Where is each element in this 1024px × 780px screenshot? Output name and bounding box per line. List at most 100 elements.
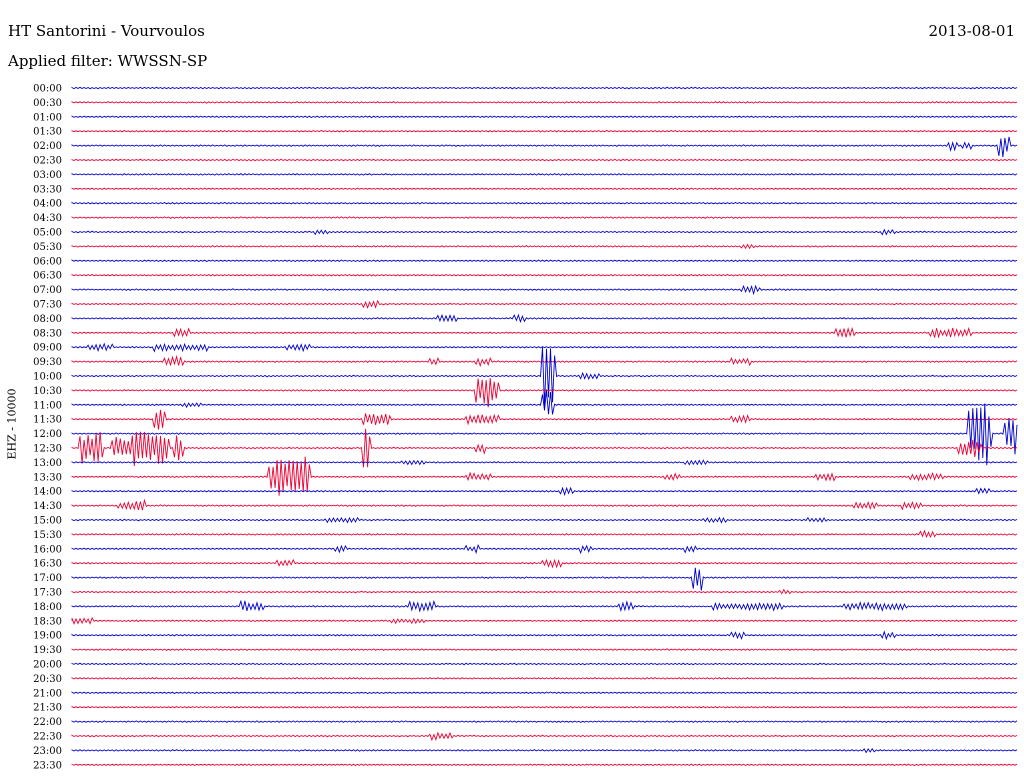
trace-row-1300 <box>71 459 1018 466</box>
trace-row-0700 <box>71 284 1018 296</box>
row-tick-label: 18:30 <box>33 616 62 627</box>
row-tick-label: 21:00 <box>33 688 62 699</box>
row-tick-label: 13:00 <box>33 458 62 469</box>
trace-row-1700 <box>71 567 1018 591</box>
row-tick-label: 07:00 <box>33 285 62 296</box>
trace-row-2130 <box>71 705 1018 709</box>
trace-row-2330 <box>71 763 1018 767</box>
row-tick-label: 05:30 <box>33 242 62 253</box>
trace-row-0430 <box>71 216 1018 219</box>
trace-row-0530 <box>71 243 1018 250</box>
trace-row-1530 <box>71 529 1018 539</box>
trace-row-1800 <box>71 599 1018 613</box>
row-tick-label: 13:30 <box>33 472 62 483</box>
row-tick-label: 07:30 <box>33 300 62 311</box>
row-tick-label: 01:00 <box>33 112 62 123</box>
row-tick-label: 16:30 <box>33 559 62 570</box>
trace-row-0330 <box>71 187 1018 191</box>
row-tick-label: 08:00 <box>33 314 62 325</box>
row-tick-label: 01:30 <box>33 127 62 138</box>
trace-row-0500 <box>71 228 1018 236</box>
row-tick-label: 05:00 <box>33 228 62 239</box>
trace-row-2000 <box>71 662 1018 666</box>
trace-row-1030 <box>71 378 1018 408</box>
row-tick-label: 02:00 <box>33 141 62 152</box>
trace-row-0300 <box>71 172 1018 176</box>
trace-row-0200 <box>71 136 1018 158</box>
row-tick-label: 06:30 <box>33 271 62 282</box>
row-tick-label: 21:30 <box>33 703 62 714</box>
trace-row-0930 <box>71 354 1018 368</box>
row-tick-label: 08:30 <box>33 328 62 339</box>
trace-row-0800 <box>71 313 1018 324</box>
trace-row-0030 <box>71 101 1018 104</box>
trace-row-1930 <box>71 648 1018 651</box>
row-tick-label: 11:00 <box>33 400 62 411</box>
trace-row-1430 <box>71 498 1018 511</box>
row-tick-label: 22:30 <box>33 732 62 743</box>
row-tick-label: 06:00 <box>33 256 62 267</box>
row-tick-label: 04:00 <box>33 199 62 210</box>
trace-row-0130 <box>71 129 1018 133</box>
row-tick-label: 03:30 <box>33 184 62 195</box>
row-tick-label: 18:00 <box>33 602 62 613</box>
row-tick-label: 17:30 <box>33 588 62 599</box>
row-tick-label: 19:00 <box>33 631 62 642</box>
row-tick-label: 03:00 <box>33 170 62 181</box>
row-tick-label: 15:30 <box>33 530 62 541</box>
trace-row-1000 <box>71 347 1018 408</box>
trace-row-1600 <box>71 543 1018 555</box>
row-tick-label: 20:30 <box>33 674 62 685</box>
trace-row-1900 <box>71 630 1018 641</box>
trace-row-0830 <box>71 326 1018 339</box>
row-tick-label: 14:30 <box>33 501 62 512</box>
trace-row-1130 <box>71 409 1018 430</box>
chart-title: HT Santorini - Vourvoulos <box>8 22 205 40</box>
trace-row-1830 <box>71 616 1018 625</box>
trace-row-2030 <box>71 677 1018 680</box>
trace-row-1730 <box>71 588 1018 595</box>
row-tick-label: 02:30 <box>33 156 62 167</box>
trace-row-0400 <box>71 201 1018 205</box>
row-tick-label: 09:30 <box>33 357 62 368</box>
row-tick-label: 10:00 <box>33 372 62 383</box>
row-tick-label: 15:00 <box>33 516 62 527</box>
row-tick-label: 11:30 <box>33 415 62 426</box>
row-tick-label: 23:00 <box>33 746 62 757</box>
trace-row-2100 <box>71 691 1018 695</box>
row-tick-label: 09:00 <box>33 343 62 354</box>
row-tick-label: 12:30 <box>33 444 62 455</box>
row-tick-label: 17:00 <box>33 573 62 584</box>
row-tick-label: 20:00 <box>33 660 62 671</box>
trace-row-1200 <box>71 403 1018 466</box>
chart-date: 2013-08-01 <box>928 22 1015 40</box>
trace-row-1330 <box>71 456 1018 496</box>
row-tick-label: 23:30 <box>33 760 62 771</box>
trace-row-2230 <box>71 731 1018 742</box>
trace-row-0000 <box>71 86 1018 90</box>
trace-row-0900 <box>71 342 1018 353</box>
row-tick-label: 19:30 <box>33 645 62 656</box>
trace-row-2300 <box>71 747 1018 754</box>
trace-row-1630 <box>71 558 1018 569</box>
row-tick-label: 14:00 <box>33 487 62 498</box>
trace-row-0600 <box>71 259 1018 263</box>
row-tick-label: 00:00 <box>33 84 62 95</box>
trace-row-2200 <box>71 720 1018 723</box>
trace-row-1100 <box>71 390 1018 415</box>
row-tick-label: 12:00 <box>33 429 62 440</box>
trace-row-0100 <box>71 115 1018 119</box>
row-tick-label: 00:30 <box>33 98 62 109</box>
trace-row-1500 <box>71 516 1018 524</box>
trace-row-0630 <box>71 273 1018 277</box>
row-tick-label: 22:00 <box>33 717 62 728</box>
trace-row-0230 <box>71 158 1018 162</box>
filter-label: Applied filter: WWSSN-SP <box>8 52 208 70</box>
row-tick-label: 04:30 <box>33 213 62 224</box>
row-tick-label: 16:00 <box>33 544 62 555</box>
trace-row-1400 <box>71 486 1018 497</box>
trace-row-0730 <box>71 299 1018 310</box>
row-tick-label: 10:30 <box>33 386 62 397</box>
trace-row-1230 <box>71 428 1018 468</box>
